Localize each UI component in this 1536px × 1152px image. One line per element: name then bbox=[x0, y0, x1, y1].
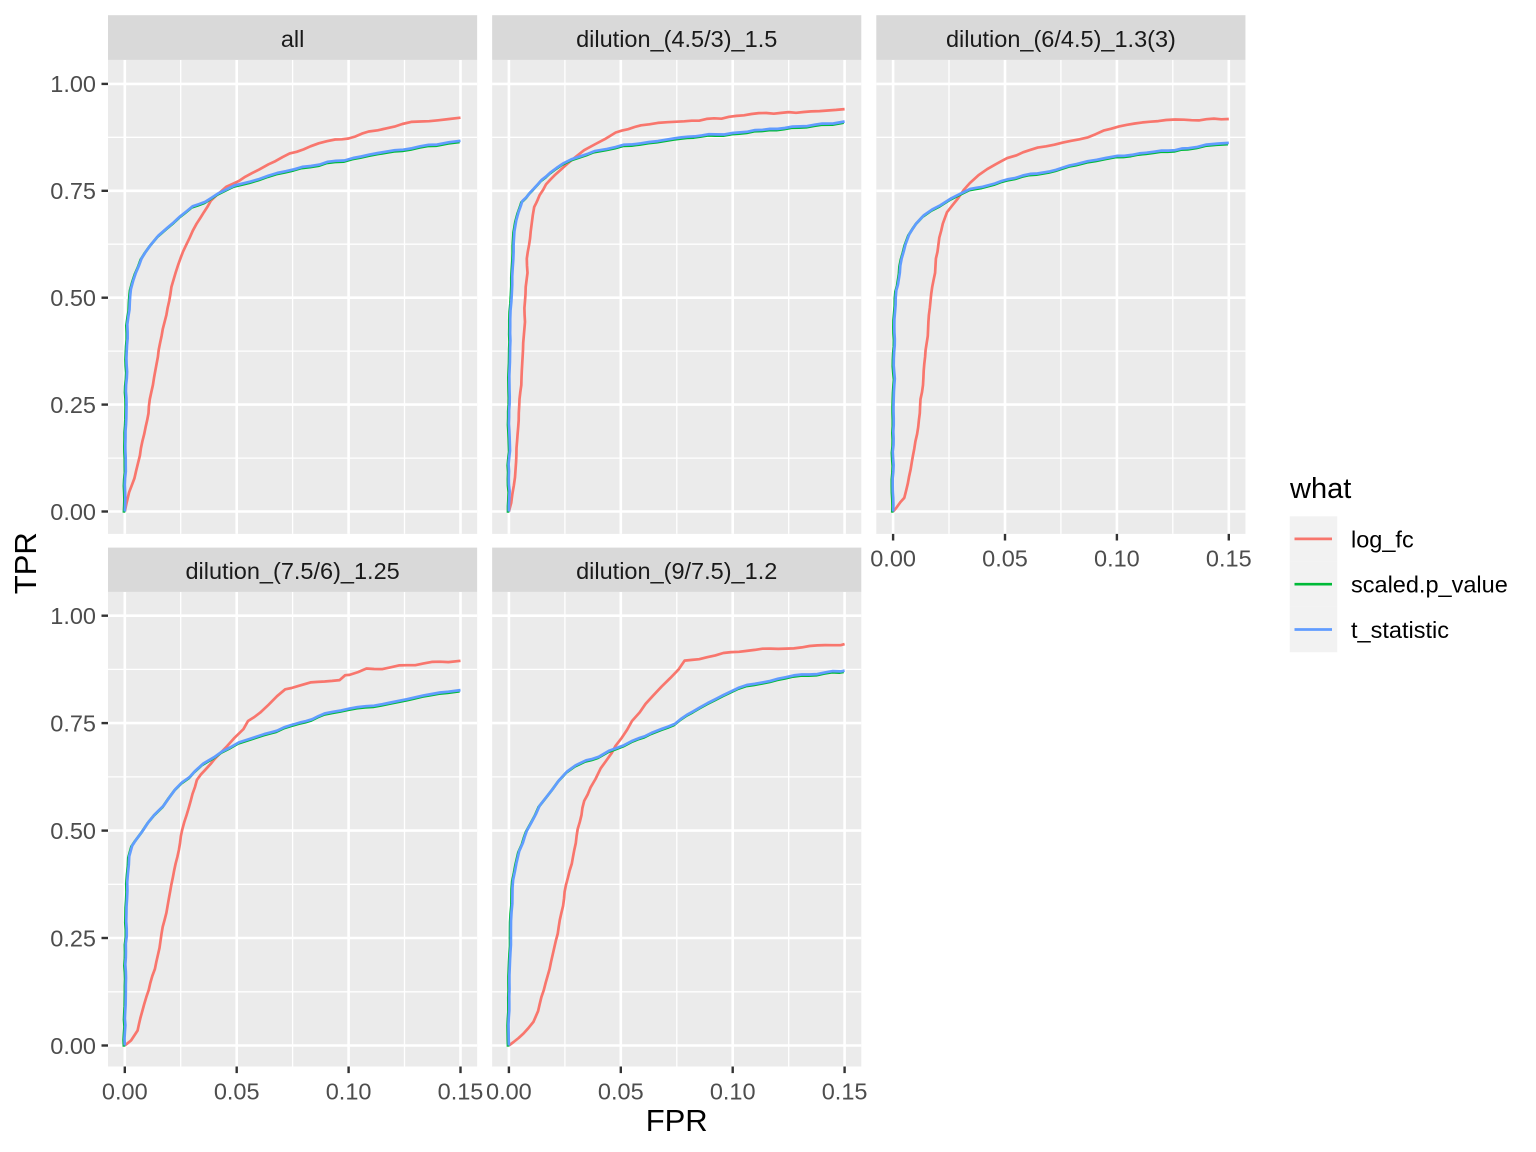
svg-text:0.50: 0.50 bbox=[50, 818, 96, 844]
svg-text:0.75: 0.75 bbox=[50, 178, 96, 204]
svg-text:1.00: 1.00 bbox=[50, 71, 96, 97]
svg-text:0.10: 0.10 bbox=[326, 1078, 372, 1104]
svg-text:0.25: 0.25 bbox=[50, 925, 96, 951]
svg-text:0.05: 0.05 bbox=[598, 1078, 644, 1104]
svg-text:0.50: 0.50 bbox=[50, 285, 96, 311]
svg-text:0.00: 0.00 bbox=[870, 546, 916, 572]
svg-text:0.05: 0.05 bbox=[214, 1078, 260, 1104]
svg-text:0.00: 0.00 bbox=[486, 1078, 532, 1104]
svg-text:0.00: 0.00 bbox=[50, 1033, 96, 1059]
svg-text:0.25: 0.25 bbox=[50, 392, 96, 418]
svg-text:dilution_(9/7.5)_1.2: dilution_(9/7.5)_1.2 bbox=[576, 558, 777, 584]
svg-text:what: what bbox=[1289, 473, 1351, 505]
svg-text:all: all bbox=[281, 26, 305, 52]
svg-text:log_fc: log_fc bbox=[1351, 526, 1414, 552]
svg-text:t_statistic: t_statistic bbox=[1351, 617, 1449, 643]
svg-text:0.15: 0.15 bbox=[438, 1078, 484, 1104]
svg-text:scaled.p_value: scaled.p_value bbox=[1351, 572, 1508, 598]
svg-text:0.05: 0.05 bbox=[982, 546, 1028, 572]
svg-text:0.00: 0.00 bbox=[50, 499, 96, 525]
svg-text:dilution_(4.5/3)_1.5: dilution_(4.5/3)_1.5 bbox=[576, 26, 777, 52]
svg-text:0.75: 0.75 bbox=[50, 711, 96, 737]
svg-text:0.10: 0.10 bbox=[710, 1078, 756, 1104]
svg-text:dilution_(6/4.5)_1.3(3): dilution_(6/4.5)_1.3(3) bbox=[946, 26, 1176, 52]
svg-text:0.15: 0.15 bbox=[1206, 546, 1252, 572]
svg-text:0.15: 0.15 bbox=[822, 1078, 868, 1104]
svg-text:dilution_(7.5/6)_1.25: dilution_(7.5/6)_1.25 bbox=[185, 558, 399, 584]
svg-text:TPR: TPR bbox=[8, 532, 43, 594]
svg-text:0.00: 0.00 bbox=[102, 1078, 148, 1104]
svg-text:1.00: 1.00 bbox=[50, 603, 96, 629]
svg-text:0.10: 0.10 bbox=[1094, 546, 1140, 572]
svg-text:FPR: FPR bbox=[646, 1103, 708, 1138]
